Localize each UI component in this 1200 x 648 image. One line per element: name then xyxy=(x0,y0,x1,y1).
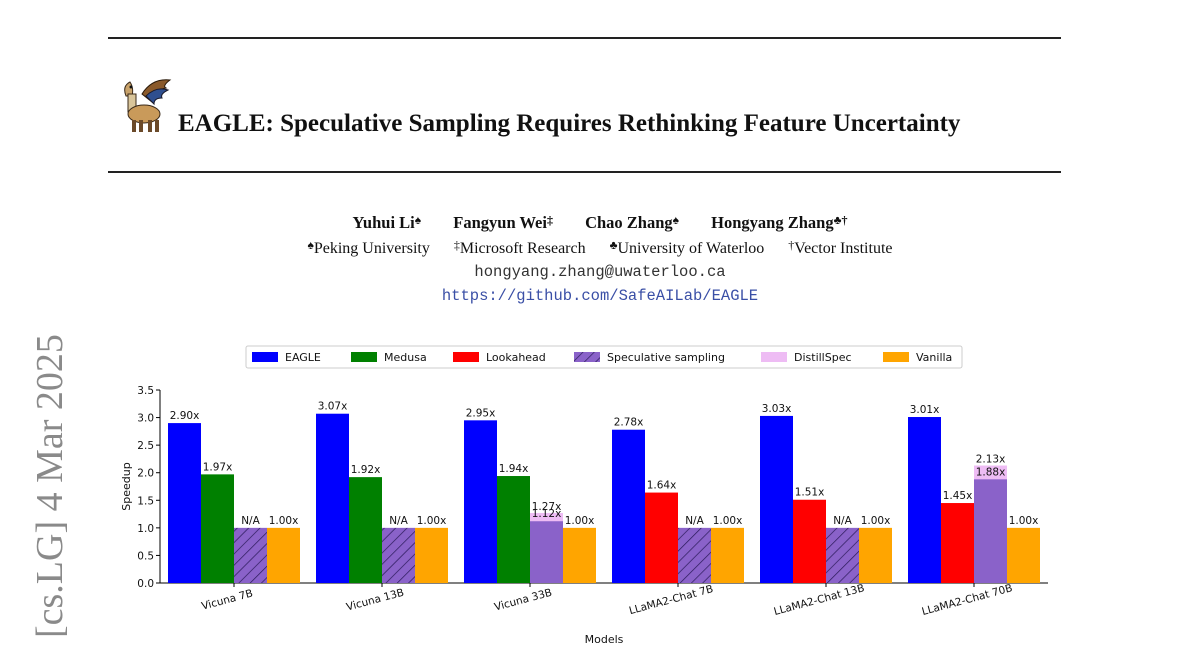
bottom-rule xyxy=(108,171,1061,173)
data-label: 1.97x xyxy=(203,461,233,473)
data-label: N/A xyxy=(389,515,408,527)
x-axis-label: Models xyxy=(585,633,624,645)
author: Chao Zhang♠ xyxy=(585,213,680,232)
data-label: 1.64x xyxy=(647,480,677,492)
y-tick-label: 1.0 xyxy=(137,523,154,535)
data-label: 1.51x xyxy=(795,487,825,499)
x-tick-label: LLaMA2-Chat 7B xyxy=(628,583,715,617)
data-label: 3.03x xyxy=(762,403,792,415)
x-tick-label: LLaMA2-Chat 13B xyxy=(773,582,866,618)
legend-swatch xyxy=(574,352,600,362)
bar-speculative-sampling xyxy=(678,527,711,583)
legend-label: Speculative sampling xyxy=(607,351,725,364)
legend-swatch xyxy=(883,352,909,362)
legend-swatch xyxy=(761,352,787,362)
bar-vanilla xyxy=(711,527,744,583)
bar-eagle xyxy=(464,420,497,583)
bar-lookahead xyxy=(793,499,826,583)
legend-label: EAGLE xyxy=(285,351,321,364)
data-label: 2.78x xyxy=(614,417,644,429)
y-tick-label: 2.0 xyxy=(137,468,154,480)
x-tick-label: LLaMA2-Chat 70B xyxy=(921,582,1014,618)
bar-vanilla xyxy=(1007,527,1040,583)
speedup-bar-chart: EAGLE Medusa Lookahead Speculative sampling… xyxy=(120,345,1048,645)
bar-speculative-sampling xyxy=(234,527,267,583)
bar-speculative-sampling xyxy=(382,527,415,583)
data-label: 1.00x xyxy=(269,515,299,527)
bar-speculative-sampling xyxy=(530,521,563,583)
legend-label: DistillSpec xyxy=(794,351,852,364)
y-tick-label: 3.5 xyxy=(137,385,154,397)
bar-medusa xyxy=(497,476,530,583)
bar-eagle xyxy=(908,417,941,583)
x-tick-label: Vicuna 33B xyxy=(493,587,553,614)
bar-eagle xyxy=(168,423,201,583)
y-tick-label: 3.0 xyxy=(137,413,154,425)
data-label: 2.90x xyxy=(170,410,200,422)
author: Yuhui Li♠ xyxy=(352,213,422,232)
bar-vanilla xyxy=(563,527,596,583)
data-label: 1.94x xyxy=(499,463,529,475)
bar-medusa xyxy=(349,477,382,583)
bar-lookahead xyxy=(645,492,678,583)
arxiv-stamp: [cs.LG] 4 Mar 2025 xyxy=(29,334,71,638)
legend-swatch xyxy=(351,352,377,362)
affiliation: ‡Microsoft Research xyxy=(453,238,586,257)
eagle-logo-icon xyxy=(124,79,172,132)
y-tick-label: 0.0 xyxy=(137,578,154,590)
bar-vanilla xyxy=(267,527,300,583)
author: Fangyun Wei‡ xyxy=(453,213,553,232)
bar-eagle xyxy=(760,415,793,583)
x-tick-label: Vicuna 7B xyxy=(200,587,254,612)
legend-label: Vanilla xyxy=(916,351,952,364)
bar-vanilla xyxy=(859,527,892,583)
top-rule xyxy=(108,37,1061,39)
bar-eagle xyxy=(612,429,645,583)
data-label: 1.88x xyxy=(976,466,1006,478)
bar-speculative-sampling xyxy=(826,527,859,583)
data-label: N/A xyxy=(833,515,852,527)
data-label: 3.07x xyxy=(318,401,348,413)
data-label: N/A xyxy=(241,515,260,527)
y-axis-label: Speedup xyxy=(120,462,133,510)
data-label: 1.00x xyxy=(713,515,743,527)
bar-lookahead xyxy=(941,503,974,583)
legend-swatch xyxy=(453,352,479,362)
data-label: 1.27x xyxy=(532,501,562,513)
paper-title: EAGLE: Speculative Sampling Requires Ret… xyxy=(178,110,961,137)
legend-label: Medusa xyxy=(384,351,427,364)
data-label: 2.95x xyxy=(466,407,496,419)
data-label: 1.00x xyxy=(565,515,595,527)
legend-frame xyxy=(245,345,963,369)
data-label: 1.00x xyxy=(417,515,447,527)
bar-vanilla xyxy=(415,527,448,583)
data-label: 3.01x xyxy=(910,404,940,416)
legend-swatch xyxy=(252,352,278,362)
data-label: 2.13x xyxy=(976,454,1006,466)
author-email: hongyang.zhang@uwaterloo.ca xyxy=(474,263,726,281)
data-label: 1.00x xyxy=(861,515,891,527)
repo-link[interactable]: https://github.com/SafeAILab/EAGLE xyxy=(441,287,759,305)
chart-legend: EAGLE Medusa Lookahead Speculative sampling… xyxy=(245,345,963,369)
data-label: N/A xyxy=(685,515,704,527)
y-tick-label: 2.5 xyxy=(137,440,154,452)
data-label: 1.00x xyxy=(1009,515,1039,527)
bar-medusa xyxy=(201,474,234,583)
data-label: 1.45x xyxy=(943,490,973,502)
data-label: 1.92x xyxy=(351,464,381,476)
affiliation: †Vector Institute xyxy=(788,238,893,257)
legend-label: Lookahead xyxy=(486,351,546,364)
x-tick-label: Vicuna 13B xyxy=(345,587,405,614)
affiliation: ♣University of Waterloo xyxy=(609,238,765,257)
bar-speculative-sampling xyxy=(974,479,1007,583)
author: Hongyang Zhang♣† xyxy=(711,213,848,232)
y-tick-label: 1.5 xyxy=(137,495,154,507)
affiliation-list: ♠Peking University ‡Microsoft Research ♣… xyxy=(0,238,1200,258)
affiliation: ♠Peking University xyxy=(307,238,430,257)
data-label: 1.12x xyxy=(532,508,562,520)
y-tick-label: 0.5 xyxy=(137,550,154,562)
author-list: Yuhui Li♠ Fangyun Wei‡ Chao Zhang♠ Hongy… xyxy=(0,213,1200,233)
bar-eagle xyxy=(316,413,349,583)
